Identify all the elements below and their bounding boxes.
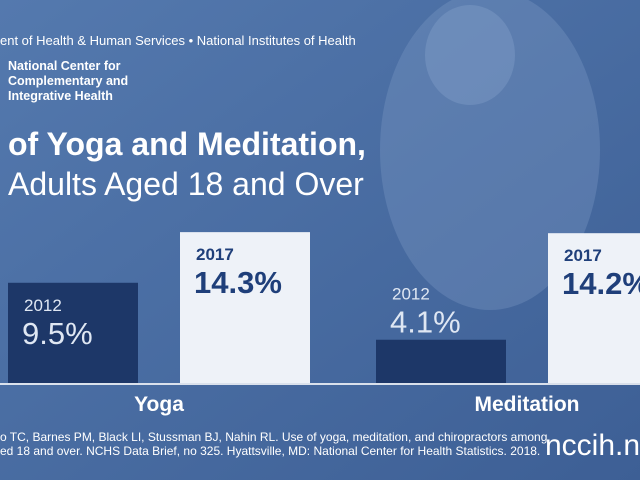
- series-label: 2012: [24, 296, 62, 315]
- category-label: Meditation: [475, 393, 580, 416]
- series-label: 2017: [564, 246, 602, 265]
- brand: nccih.nih: [545, 429, 640, 462]
- chart-title: of Yoga and Meditation,: [8, 126, 366, 162]
- baseline: [0, 383, 640, 385]
- category-label: Yoga: [134, 393, 184, 416]
- photo-figure: [425, 5, 515, 105]
- logo-line: Complementary and: [8, 74, 128, 88]
- value-label: 14.3%: [194, 265, 282, 300]
- bar: [376, 339, 506, 383]
- footnote: o TC, Barnes PM, Black LI, Stussman BJ, …: [0, 430, 547, 444]
- footnote: ed 18 and over. NCHS Data Brief, no 325.…: [0, 444, 540, 458]
- value-label: 4.1%: [390, 305, 461, 340]
- photo-figure: [380, 0, 600, 310]
- header: ent of Health & Human Services • Nationa…: [0, 33, 356, 48]
- logo-line: National Center for: [8, 59, 121, 73]
- bar: [180, 232, 310, 383]
- value-label: 14.2%: [562, 266, 640, 301]
- series-label: 2017: [196, 245, 234, 264]
- chart-subtitle: Adults Aged 18 and Over: [8, 166, 364, 202]
- series-label: 2012: [392, 285, 430, 304]
- logo-line: Integrative Health: [8, 89, 113, 103]
- bar: [548, 233, 640, 383]
- bar: [8, 282, 138, 383]
- value-label: 9.5%: [22, 316, 93, 351]
